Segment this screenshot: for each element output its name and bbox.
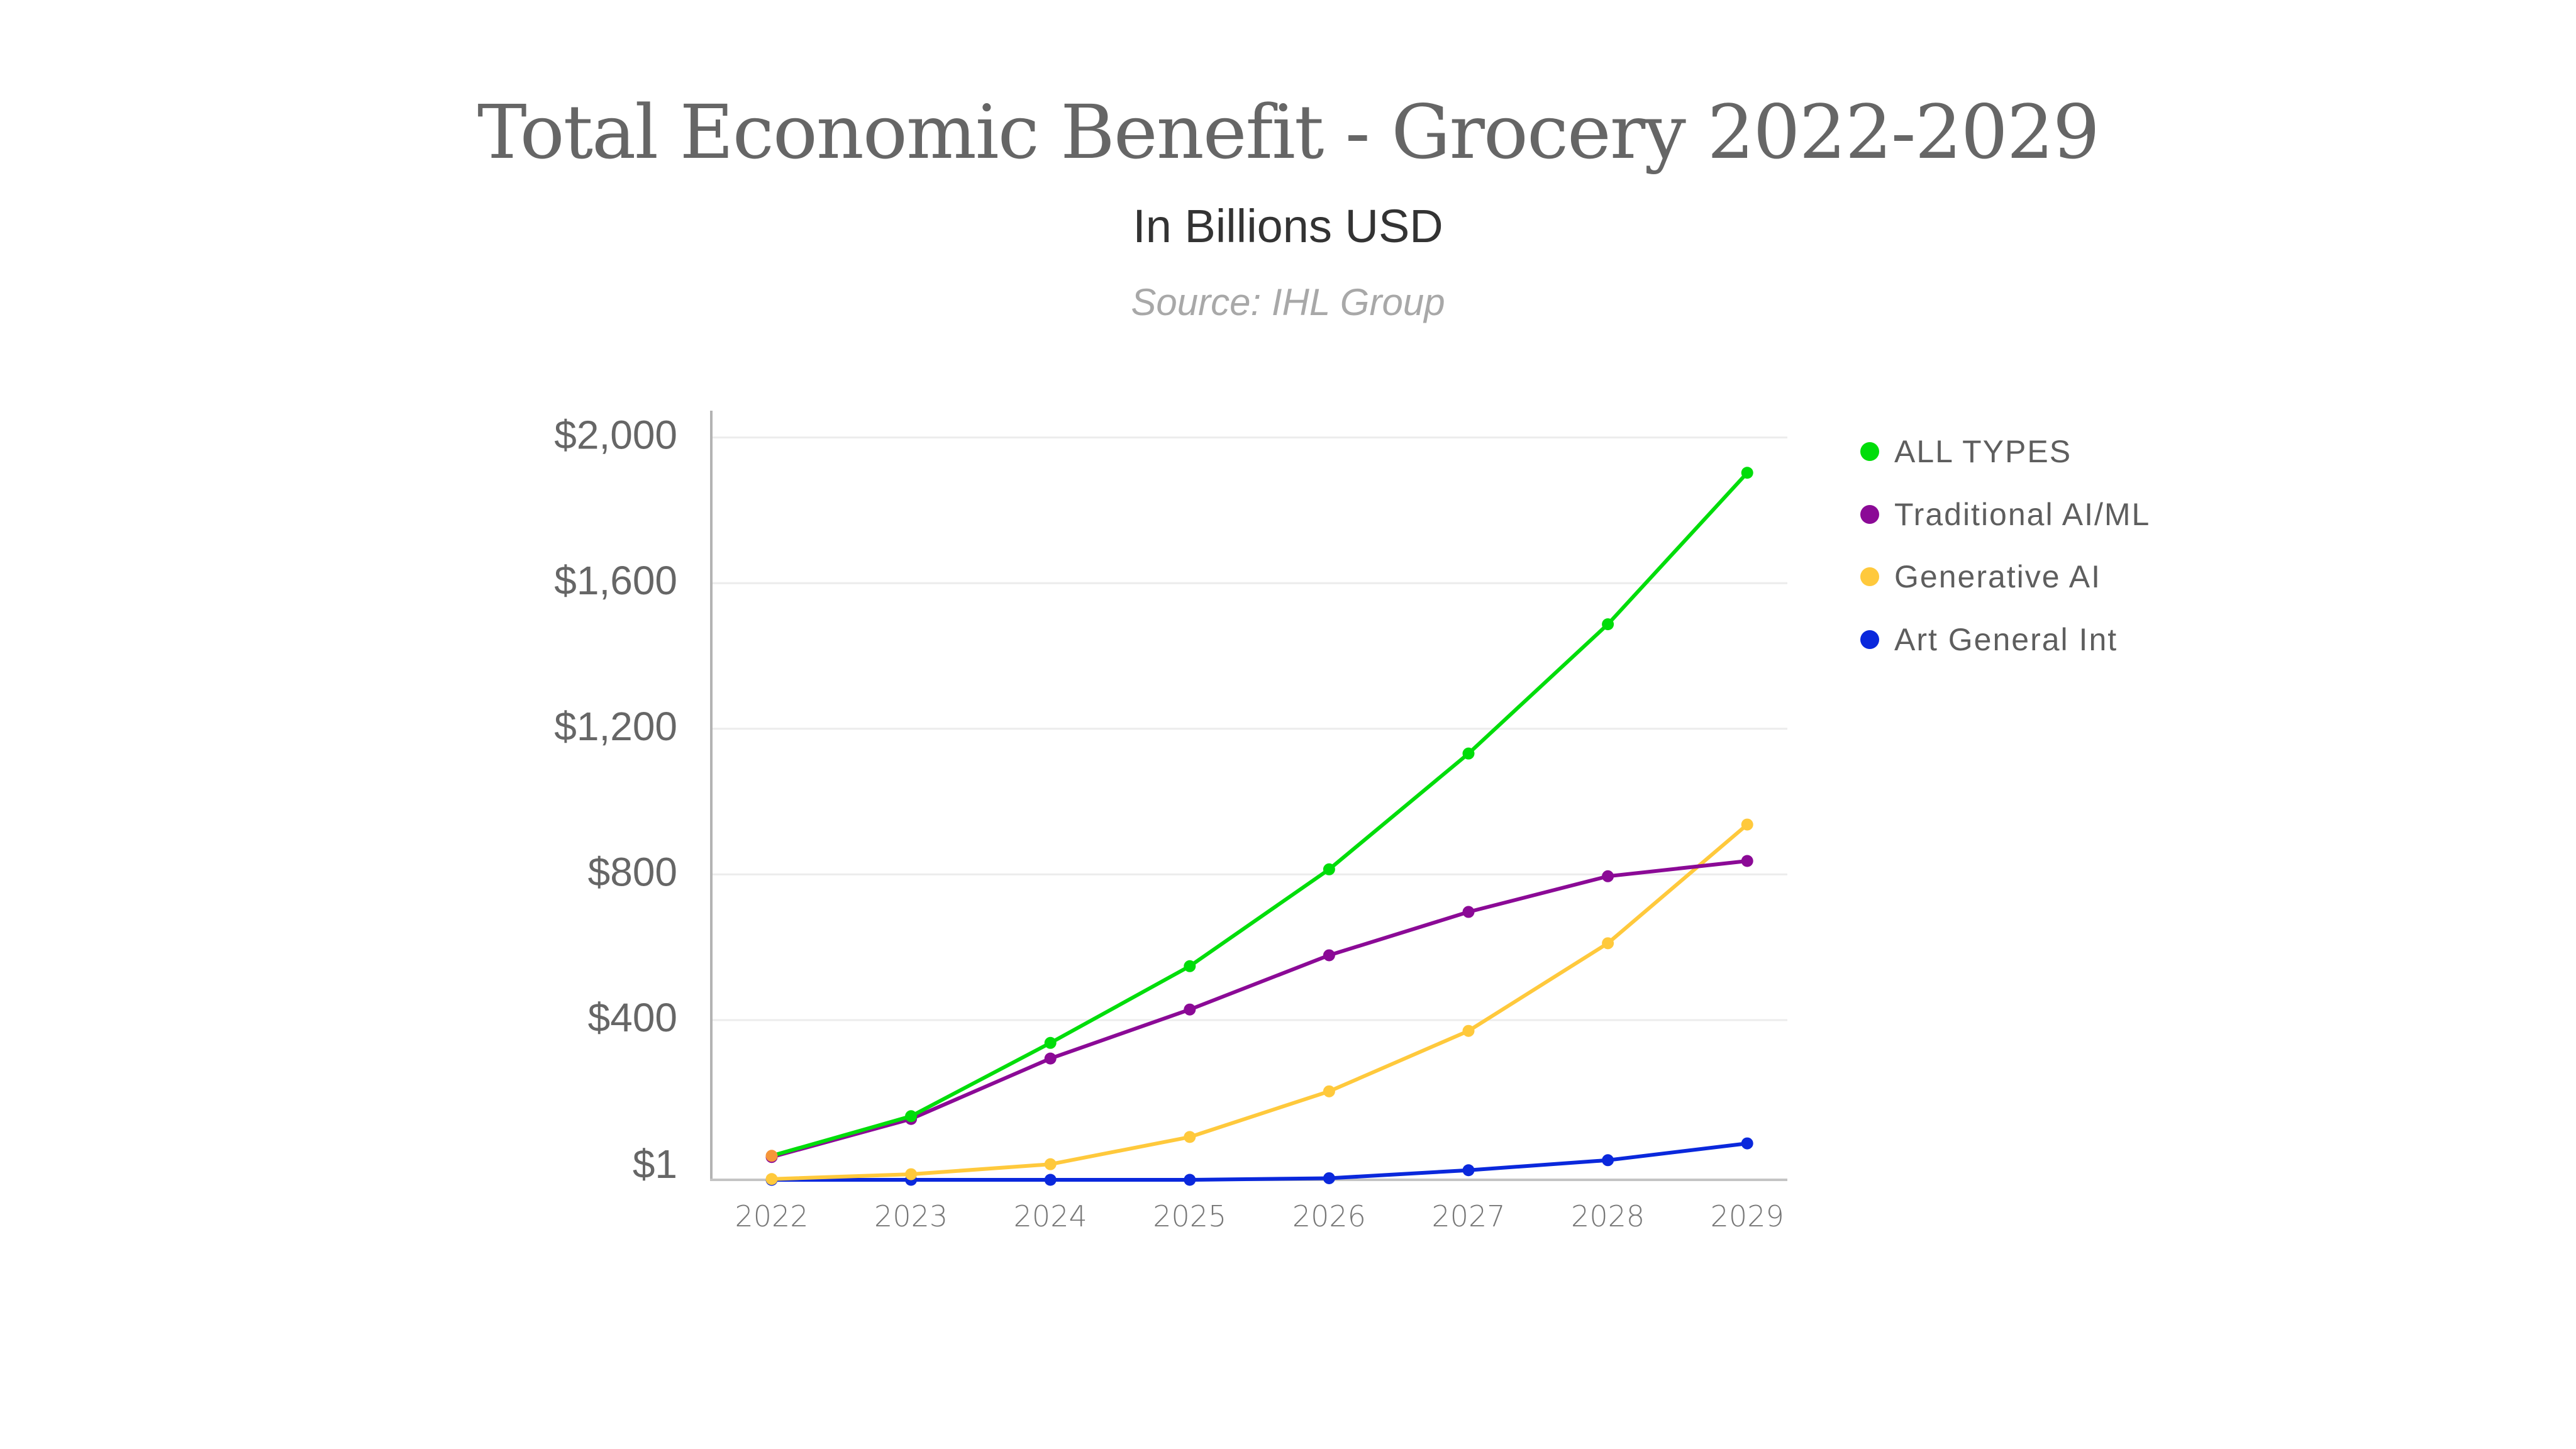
x-tick-label: 2027 bbox=[1431, 1199, 1505, 1233]
y-tick-label: $2,000 bbox=[554, 413, 677, 458]
chart-subtitle: In Billions USD bbox=[1133, 200, 1443, 252]
data-point[interactable] bbox=[1741, 818, 1753, 831]
x-tick-label: 2022 bbox=[735, 1199, 808, 1233]
data-point[interactable] bbox=[1741, 855, 1753, 867]
legend-dot-icon bbox=[1860, 630, 1879, 649]
chart-source: Source: IHL Group bbox=[1131, 281, 1445, 323]
series-line bbox=[771, 859, 1748, 1159]
data-point[interactable] bbox=[1323, 949, 1335, 962]
y-axis-labels: $1 $400 $800 $1,200 $1,600 $2,000 bbox=[554, 413, 677, 1187]
data-point[interactable] bbox=[765, 1150, 778, 1162]
legend-item-art-general-int[interactable]: Art General Int bbox=[1855, 622, 2150, 685]
legend-label: ALL TYPES bbox=[1894, 434, 2072, 469]
data-point[interactable] bbox=[905, 1110, 918, 1123]
data-point[interactable] bbox=[1323, 1085, 1335, 1097]
data-point[interactable] bbox=[765, 1173, 778, 1185]
data-point[interactable] bbox=[1044, 1174, 1057, 1186]
y-tick-label: $1 bbox=[633, 1141, 677, 1187]
legend-item-traditional-ai-ml[interactable]: Traditional AI/ML bbox=[1855, 497, 2150, 560]
legend-dot-icon bbox=[1860, 504, 1879, 524]
data-point[interactable] bbox=[1602, 618, 1614, 631]
data-point[interactable] bbox=[1323, 863, 1335, 875]
chart-title: Total Economic Benefit - Grocery 2022-20… bbox=[477, 89, 2100, 175]
data-point[interactable] bbox=[1741, 467, 1753, 479]
series-line bbox=[771, 823, 1749, 1181]
x-tick-label: 2025 bbox=[1153, 1199, 1226, 1233]
data-point[interactable] bbox=[1323, 1172, 1335, 1184]
y-tick-label: $1,600 bbox=[554, 558, 677, 603]
legend-dot-icon bbox=[1860, 567, 1879, 586]
series-generative-ai bbox=[765, 818, 1753, 1185]
x-tick-label: 2029 bbox=[1711, 1199, 1784, 1233]
gridlines bbox=[713, 436, 1787, 1021]
data-point[interactable] bbox=[1184, 1003, 1196, 1016]
data-point[interactable] bbox=[1602, 870, 1614, 882]
data-point[interactable] bbox=[1602, 1154, 1614, 1167]
data-point[interactable] bbox=[1184, 1131, 1196, 1143]
series-all-types bbox=[765, 467, 1753, 1162]
series-line bbox=[771, 471, 1749, 1158]
data-point[interactable] bbox=[1044, 1052, 1057, 1065]
data-point[interactable] bbox=[1184, 960, 1196, 972]
legend-label: Art General Int bbox=[1894, 621, 2118, 657]
data-point[interactable] bbox=[1044, 1158, 1057, 1170]
series-line bbox=[772, 1141, 1748, 1182]
legend-item-all-types[interactable]: ALL TYPES bbox=[1855, 434, 2150, 497]
legend-item-generative-ai[interactable]: Generative AI bbox=[1855, 559, 2150, 622]
y-tick-label: $800 bbox=[588, 849, 677, 894]
x-tick-label: 2028 bbox=[1571, 1199, 1645, 1233]
x-tick-label: 2026 bbox=[1292, 1199, 1366, 1233]
legend-dot-icon bbox=[1860, 442, 1879, 461]
data-point[interactable] bbox=[1462, 906, 1475, 918]
series-group bbox=[765, 467, 1753, 1186]
data-point[interactable] bbox=[1602, 937, 1614, 950]
legend: ALL TYPES Traditional AI/ML Generative A… bbox=[1855, 434, 2150, 684]
data-point[interactable] bbox=[1741, 1137, 1753, 1150]
data-point[interactable] bbox=[1462, 747, 1475, 760]
data-point[interactable] bbox=[1462, 1164, 1475, 1177]
legend-label: Traditional AI/ML bbox=[1894, 496, 2151, 532]
data-point[interactable] bbox=[905, 1168, 918, 1180]
y-tick-label: $1,200 bbox=[554, 704, 677, 749]
data-point[interactable] bbox=[1462, 1024, 1475, 1037]
x-tick-label: 2024 bbox=[1014, 1199, 1087, 1233]
data-point[interactable] bbox=[1044, 1036, 1057, 1049]
y-tick-label: $400 bbox=[588, 995, 677, 1040]
data-point[interactable] bbox=[1184, 1174, 1196, 1186]
x-axis-labels: 2022 2023 2024 2025 2026 2027 2028 2029 bbox=[735, 1199, 1784, 1233]
legend-label: Generative AI bbox=[1894, 559, 2101, 594]
x-tick-label: 2023 bbox=[874, 1199, 948, 1233]
